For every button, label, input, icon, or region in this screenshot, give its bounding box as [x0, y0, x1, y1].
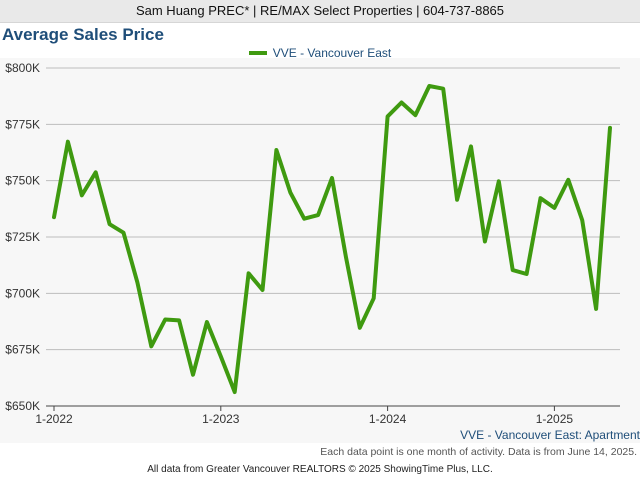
plot-background: [0, 58, 640, 443]
y-tick-label: $775K: [5, 117, 40, 131]
x-tick-label: 1-2022: [35, 412, 73, 426]
agent-header-bar: Sam Huang PREC* | RE/MAX Select Properti…: [0, 0, 640, 23]
agent-header-text: Sam Huang PREC* | RE/MAX Select Properti…: [135, 3, 505, 18]
y-tick-label: $700K: [5, 286, 40, 300]
chart-title: Average Sales Price: [2, 25, 164, 44]
series-line: [52, 84, 612, 394]
data-credit: All data from Greater Vancouver REALTORS…: [147, 464, 493, 475]
chart-legend[interactable]: VVE - Vancouver East: [0, 46, 640, 60]
legend-swatch: [248, 50, 267, 55]
y-tick-label: $725K: [5, 230, 40, 244]
x-tick-label: 1-2023: [202, 412, 240, 426]
y-tick-label: $750K: [5, 174, 40, 188]
y-tick-label: $650K: [5, 399, 40, 413]
y-tick-label: $675K: [5, 343, 40, 357]
x-tick-label: 1-2024: [369, 412, 407, 426]
x-tick-label: 1-2025: [536, 412, 574, 426]
y-tick-label: $800K: [5, 61, 40, 75]
data-note: Each data point is one month of activity…: [320, 446, 637, 458]
legend-label: VVE - Vancouver East: [272, 46, 392, 60]
series-caption: VVE - Vancouver East: Apartment: [460, 428, 640, 442]
